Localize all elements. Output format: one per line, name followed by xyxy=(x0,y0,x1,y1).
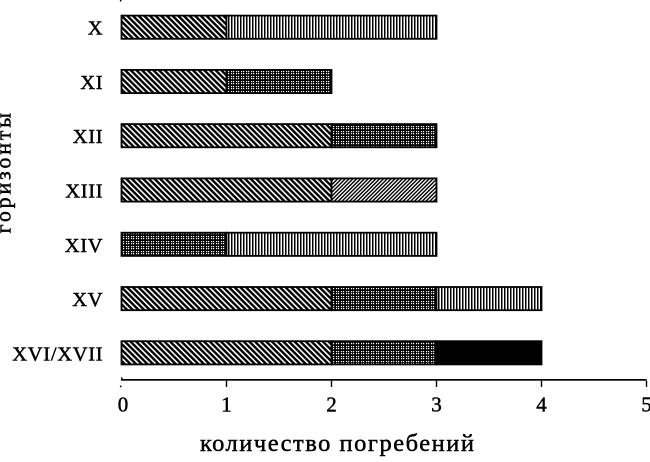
svg-text:X: X xyxy=(88,18,104,40)
svg-text:XIV: XIV xyxy=(65,235,104,257)
svg-text:1: 1 xyxy=(221,393,232,417)
svg-text:2: 2 xyxy=(326,393,337,417)
svg-text:5: 5 xyxy=(641,393,650,417)
svg-text:горизонты: горизонты xyxy=(0,110,15,233)
svg-text:XII: XII xyxy=(73,126,104,148)
svg-text:XI: XI xyxy=(80,72,103,94)
svg-text:XV: XV xyxy=(72,289,103,311)
svg-text:XIII: XIII xyxy=(65,181,103,203)
svg-text:3: 3 xyxy=(431,393,442,417)
svg-text:количество погребений: количество погребений xyxy=(200,430,475,457)
svg-text:0: 0 xyxy=(118,393,129,417)
svg-text:XVI/XVII: XVI/XVII xyxy=(12,343,103,365)
svg-text:4: 4 xyxy=(536,393,547,417)
